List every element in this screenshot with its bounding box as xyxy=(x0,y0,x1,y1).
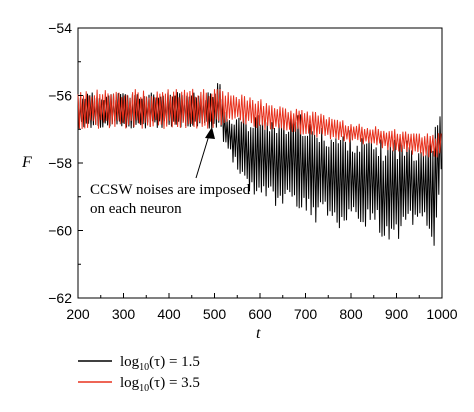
series-line-red xyxy=(77,88,442,158)
y-tick-label: −62 xyxy=(48,290,72,306)
x-tick-label: 500 xyxy=(203,306,227,322)
legend: log10(τ) = 1.5 log10(τ) = 3.5 xyxy=(78,354,200,394)
x-tick-label: 400 xyxy=(157,306,181,322)
series-line-black xyxy=(77,83,442,246)
annotation-line-2: on each neuron xyxy=(90,201,182,217)
series-layer xyxy=(77,83,442,246)
y-axis-label: F xyxy=(21,154,32,171)
legend-label-red: log10(τ) = 3.5 xyxy=(120,375,200,394)
y-tick-label: −58 xyxy=(48,155,72,171)
x-tick-label: 600 xyxy=(248,306,272,322)
x-tick-label: 1000 xyxy=(426,306,457,322)
legend-label-black: log10(τ) = 1.5 xyxy=(120,354,200,373)
y-tick-label: −54 xyxy=(48,20,72,36)
x-axis-label: t xyxy=(256,325,261,342)
x-tick-label: 800 xyxy=(339,306,363,322)
ticks-layer: 200 300 400 500 600 700 800 900 1000 −54 −56 −58 −60… xyxy=(48,20,458,322)
y-tick-label: −56 xyxy=(48,88,72,104)
annotation-arrow-shaft xyxy=(195,131,211,179)
x-tick-label: 300 xyxy=(112,306,136,322)
annotation: CCSW noises are imposed on each neuron xyxy=(90,127,251,217)
x-tick-label: 700 xyxy=(294,306,318,322)
x-tick-label: 900 xyxy=(385,306,409,322)
x-tick-label: 200 xyxy=(66,306,90,322)
annotation-line-1: CCSW noises are imposed xyxy=(90,182,251,198)
annotation-arrow-head xyxy=(205,127,215,139)
y-tick-label: −60 xyxy=(48,223,72,239)
